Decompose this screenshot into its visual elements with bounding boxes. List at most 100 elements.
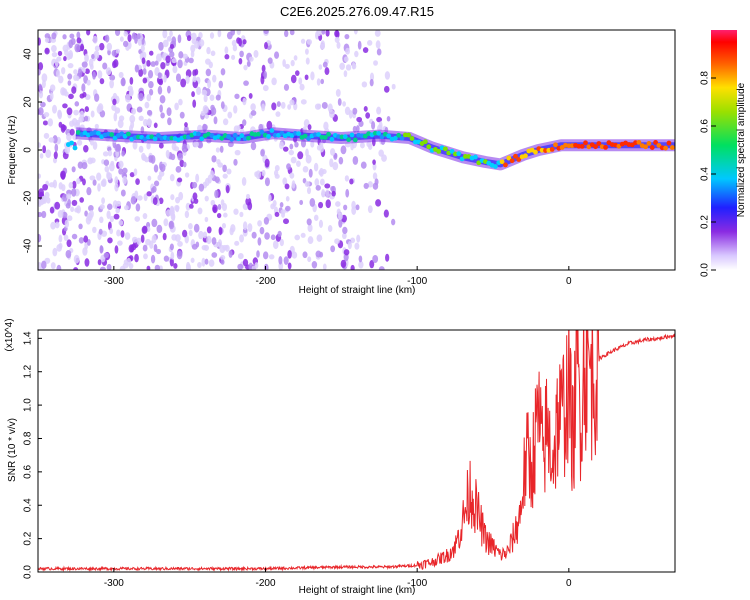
noise-speck (324, 183, 331, 189)
noise-speck (114, 30, 121, 36)
noise-speck (58, 182, 63, 190)
noise-speck (188, 203, 194, 209)
noise-speck (144, 101, 150, 109)
noise-speck (171, 36, 177, 46)
noise-speck (314, 103, 321, 110)
noise-speck (372, 159, 376, 165)
noise-speck (264, 232, 270, 240)
noise-speck (308, 168, 313, 178)
noise-speck (277, 230, 282, 238)
noise-speck (173, 146, 180, 152)
noise-speck (242, 97, 247, 106)
signal-blob (306, 136, 311, 141)
noise-speck (148, 155, 154, 163)
noise-speck (233, 158, 238, 166)
noise-speck (76, 31, 81, 39)
noise-speck (223, 212, 228, 218)
noise-speck (166, 85, 171, 94)
noise-speck (284, 63, 290, 69)
noise-speck (352, 155, 359, 165)
noise-speck (204, 216, 209, 223)
signal-blob (669, 145, 675, 150)
noise-speck (89, 157, 96, 164)
noise-speck (163, 74, 167, 83)
noise-speck (274, 211, 280, 217)
noise-speck (136, 106, 143, 113)
noise-speck (250, 110, 257, 116)
noise-speck (150, 61, 156, 67)
noise-speck (285, 195, 290, 202)
noise-speck (243, 64, 248, 71)
noise-speck (369, 78, 374, 87)
noise-speck (111, 49, 118, 57)
noise-speck (282, 177, 288, 186)
noise-speck (383, 85, 390, 93)
noise-speck (211, 107, 217, 116)
noise-speck (302, 251, 308, 259)
noise-speck (58, 234, 63, 243)
noise-speck (39, 199, 44, 206)
signal-blob (219, 135, 225, 141)
noise-speck (203, 94, 208, 103)
signal-blob (513, 153, 518, 159)
noise-speck (43, 111, 50, 118)
signal-blob (666, 140, 672, 146)
noise-speck (150, 254, 156, 264)
noise-speck (222, 244, 228, 251)
noise-speck (295, 160, 301, 167)
noise-speck (338, 212, 343, 221)
spectrogram-x-tick-label: 0 (566, 276, 572, 287)
signal-blob (352, 137, 358, 143)
noise-speck (171, 234, 178, 241)
noise-speck (115, 200, 122, 207)
noise-speck (63, 55, 67, 62)
noise-speck (386, 116, 391, 122)
noise-speck (143, 253, 148, 260)
noise-speck (147, 70, 154, 79)
noise-speck (253, 50, 259, 58)
signal-blob (462, 154, 468, 159)
noise-speck (98, 228, 103, 235)
snr-x-ticks: -300 -200 -100 0 (104, 568, 572, 589)
noise-speck (86, 79, 91, 86)
noise-speck (362, 47, 369, 53)
noise-speck (84, 115, 89, 122)
noise-speck (152, 185, 157, 193)
spectrogram-y-ticks: -40 -20 0 20 40 (23, 48, 42, 253)
noise-speck (49, 206, 55, 214)
noise-speck (243, 80, 249, 86)
noise-speck (324, 67, 330, 76)
noise-speck (190, 50, 195, 58)
noise-speck (142, 118, 149, 127)
noise-speck (185, 69, 192, 78)
noise-speck (170, 194, 175, 201)
noise-speck (261, 64, 266, 73)
noise-speck (239, 234, 244, 243)
signal-blob (509, 158, 515, 164)
noise-speck (218, 226, 223, 236)
noise-speck (38, 261, 42, 270)
noise-speck (376, 116, 383, 123)
noise-speck (57, 210, 64, 218)
noise-speck (233, 208, 239, 215)
noise-speck (191, 181, 198, 189)
noise-speck (157, 85, 163, 95)
noise-speck (101, 197, 105, 205)
noise-speck (336, 41, 341, 49)
noise-speck (222, 164, 227, 173)
snr-y-tick-label: 0.2 (23, 531, 34, 545)
noise-speck (113, 112, 118, 122)
noise-speck (278, 255, 283, 265)
noise-speck (263, 216, 270, 225)
signal-blob (316, 132, 321, 137)
noise-speck (162, 30, 168, 39)
noise-speck (225, 184, 230, 194)
noise-speck (374, 178, 379, 186)
noise-speck (337, 98, 342, 106)
noise-speck (80, 43, 85, 52)
noise-speck (165, 55, 171, 64)
noise-speck (67, 63, 74, 69)
noise-speck (321, 101, 328, 109)
noise-speck (289, 172, 295, 179)
colorbar: 0.0 0.2 0.4 0.6 0.8 Normalized spectral ampl… (700, 30, 747, 277)
